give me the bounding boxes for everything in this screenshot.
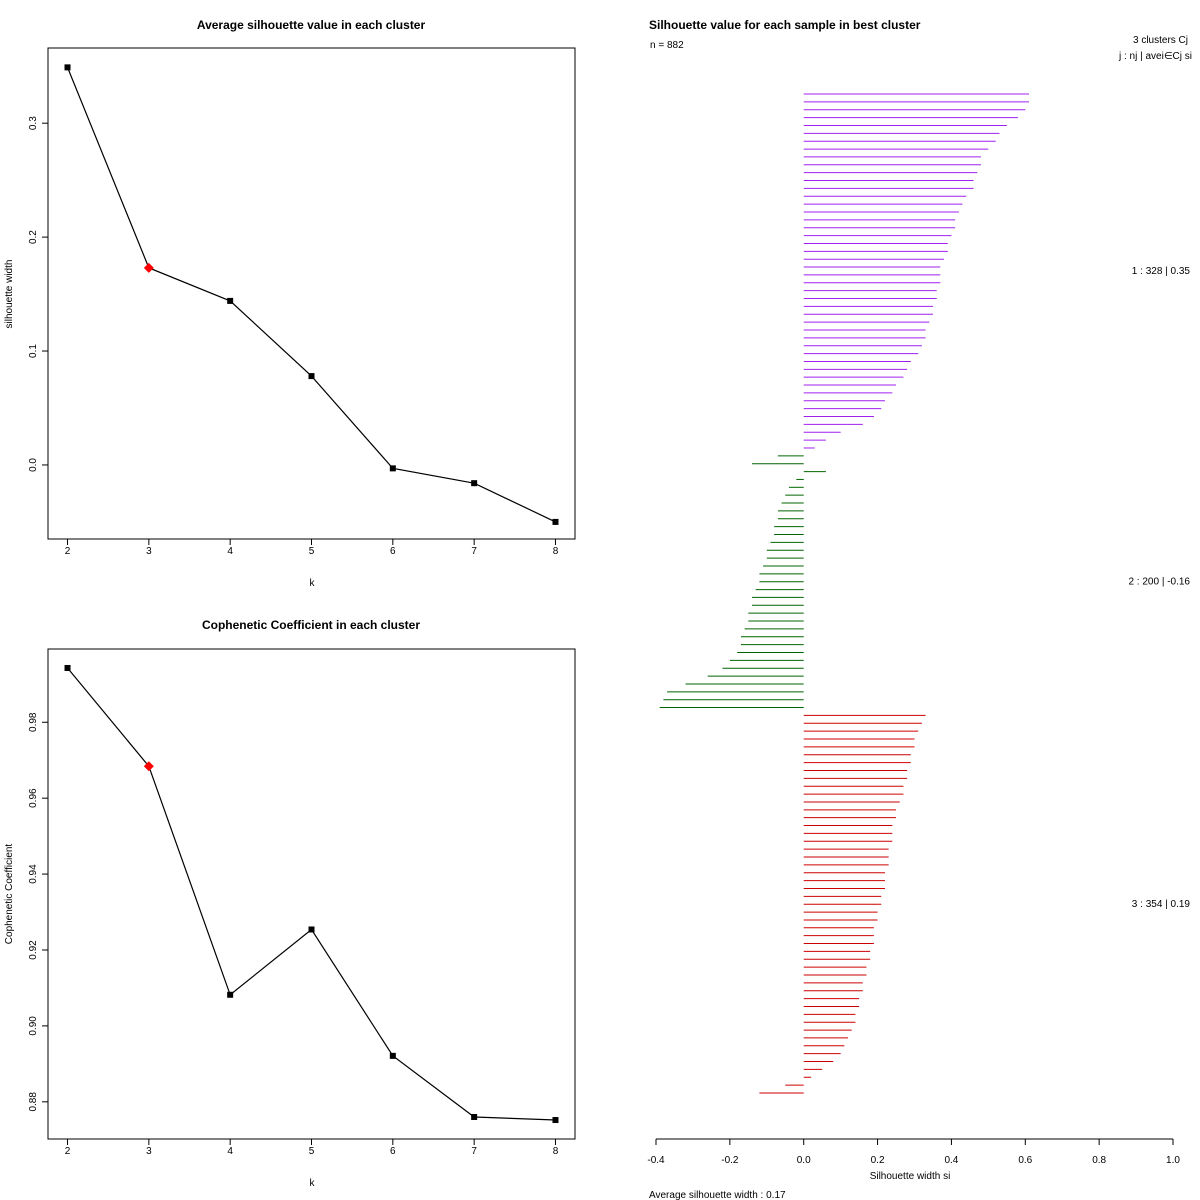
silhouette-footer: Average silhouette width : 0.17 (649, 1190, 786, 1200)
y-tick-label: 0.2 (28, 230, 39, 244)
data-point (552, 1117, 559, 1124)
x-tick-label: 2 (65, 546, 71, 557)
cluster-label: 2 : 200 | -0.16 (1128, 577, 1190, 588)
cluster-label: 3 : 354 | 0.19 (1132, 899, 1191, 910)
x-tick-label: -0.4 (647, 1155, 665, 1166)
silhouette-plot-title: Silhouette value for each sample in best… (649, 18, 921, 32)
y-tick-label: 0.96 (28, 788, 39, 808)
data-point (389, 1052, 396, 1059)
x-tick-label: 0.0 (797, 1155, 811, 1166)
x-tick-label: 7 (471, 1146, 477, 1157)
series-line (66, 67, 556, 523)
y-tick-label: 0.1 (28, 344, 39, 358)
x-tick-label: 3 (146, 546, 152, 557)
x-tick-label: 1.0 (1166, 1155, 1180, 1166)
cophenetic-plot-box (47, 648, 576, 1140)
y-tick-label: 0.0 (28, 458, 39, 472)
x-tick-label: 4 (227, 1146, 233, 1157)
data-point (308, 373, 315, 380)
best-k-point (143, 761, 154, 772)
x-tick-label: 6 (390, 1146, 396, 1157)
avg-silhouette-title: Average silhouette value in each cluster (197, 18, 426, 32)
x-tick-label: 4 (227, 546, 233, 557)
avg-silhouette-chart: Average silhouette value in each cluster… (4, 18, 576, 589)
x-tick-label: 2 (65, 1146, 71, 1157)
silhouette-legend-title: 3 clusters Cj (1133, 35, 1188, 46)
data-point (64, 664, 71, 671)
x-tick-label: 6 (390, 546, 396, 557)
data-point (389, 465, 396, 472)
x-tick-label: 7 (471, 546, 477, 557)
x-tick-label: 8 (553, 546, 559, 557)
silhouette-legend-subtitle: j : nj | avei∈Cj si (1118, 51, 1192, 62)
x-tick-label: 3 (146, 1146, 152, 1157)
x-tick-label: 0.4 (944, 1155, 958, 1166)
series-line (67, 667, 556, 1121)
best-k-point (143, 262, 154, 273)
data-point (64, 64, 71, 71)
data-point (471, 1113, 478, 1120)
avg-silhouette-plot-box (47, 47, 576, 540)
cophenetic-xlabel: k (310, 1178, 316, 1189)
avg-silhouette-xlabel: k (310, 578, 316, 589)
x-tick-label: 0.2 (871, 1155, 885, 1166)
cophenetic-chart: Cophenetic Coefficient in each cluster k… (4, 618, 576, 1189)
x-tick-label: 0.8 (1092, 1155, 1106, 1166)
cophenetic-ylabel: Cophenetic Coefficient (4, 844, 15, 945)
x-tick-label: 8 (553, 1146, 559, 1157)
data-point (552, 518, 559, 525)
data-point (471, 480, 478, 487)
data-point (227, 991, 234, 998)
silhouette-xlabel: Silhouette width si (870, 1171, 951, 1182)
silhouette-plot: Silhouette value for each sample in best… (647, 18, 1192, 1200)
x-tick-label: 5 (309, 546, 315, 557)
x-tick-label: 5 (309, 1146, 315, 1157)
cophenetic-title: Cophenetic Coefficient in each cluster (202, 618, 420, 632)
data-point (227, 297, 234, 304)
avg-silhouette-ylabel: silhouette width (4, 260, 15, 329)
y-tick-label: 0.88 (28, 1092, 39, 1112)
y-tick-label: 0.90 (28, 1016, 39, 1036)
y-tick-label: 0.3 (28, 116, 39, 130)
x-tick-label: -0.2 (721, 1155, 739, 1166)
silhouette-n-label: n = 882 (650, 40, 684, 51)
y-tick-label: 0.98 (28, 712, 39, 732)
data-point (308, 926, 315, 933)
y-tick-label: 0.92 (28, 940, 39, 960)
cluster-label: 1 : 328 | 0.35 (1132, 266, 1191, 277)
y-tick-label: 0.94 (28, 864, 39, 884)
x-tick-label: 0.6 (1018, 1155, 1032, 1166)
